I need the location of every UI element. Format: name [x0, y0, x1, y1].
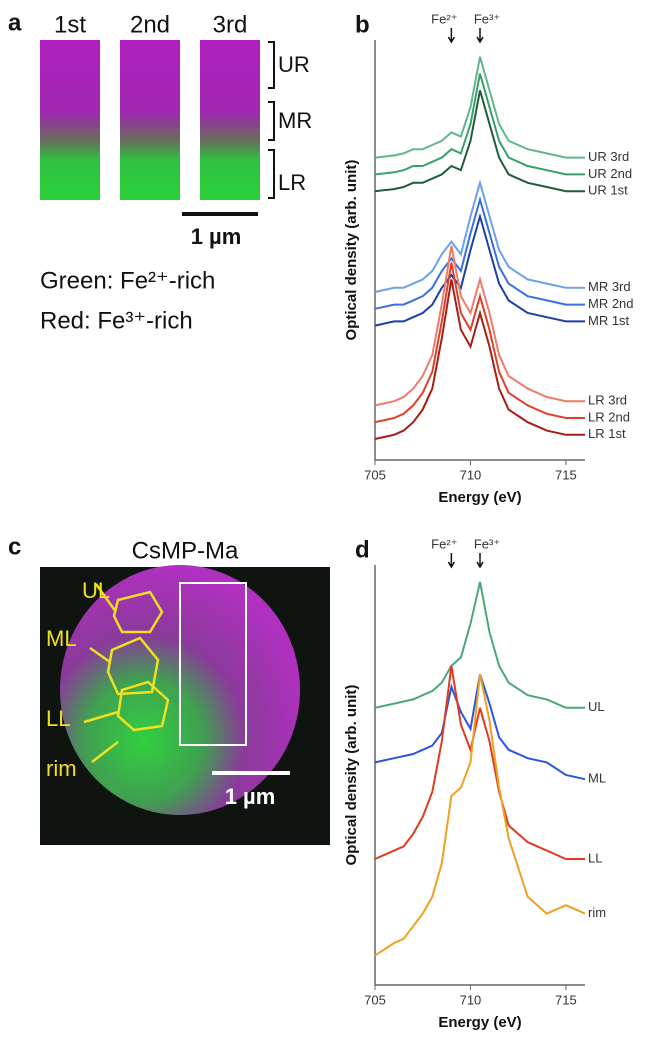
column-label: 2nd [130, 11, 170, 38]
panel-label: b [355, 11, 370, 38]
spectrum-line [374, 665, 585, 860]
x-tick-label: 705 [364, 992, 386, 1007]
y-axis-title: Optical density (arb. unit) [343, 160, 360, 341]
scale-bar-label: 1 µm [225, 784, 276, 809]
scale-bar-label: 1 µm [191, 224, 242, 249]
region-label: LR [278, 170, 306, 195]
column-label: 1st [54, 11, 86, 38]
series-label: UL [588, 699, 605, 714]
spectrum-line [374, 90, 585, 193]
spectrum-line [374, 673, 586, 957]
series-label: MR 3rd [588, 279, 631, 294]
panel-title: CsMP-Ma [132, 537, 239, 564]
panel-label: c [8, 533, 21, 560]
y-axis-title: Optical density (arb. unit) [343, 685, 360, 866]
x-tick-label: 715 [555, 992, 577, 1007]
region-label: rim [46, 756, 77, 781]
x-tick-label: 710 [460, 467, 482, 482]
x-axis-title: Energy (eV) [438, 489, 521, 506]
series-label: rim [588, 905, 606, 920]
series-label: MR 2nd [588, 296, 634, 311]
annotation: Fe³⁺ [474, 11, 500, 26]
annotation: Fe²⁺ [431, 536, 457, 551]
spectrum-line [374, 212, 585, 327]
panel-label: d [355, 536, 370, 563]
series-label: MR 1st [588, 313, 630, 328]
series-label: UR 1st [588, 183, 628, 198]
annotation-arrow [447, 28, 456, 44]
region-bracket [268, 41, 275, 199]
map-image [120, 40, 180, 200]
spectrum-line [374, 56, 585, 159]
roi-box [179, 582, 247, 746]
series-label: LR 2nd [588, 409, 630, 424]
map-image [40, 40, 100, 200]
column-label: 3rd [213, 11, 248, 38]
map-image [200, 40, 260, 200]
region-outlines [83, 583, 170, 763]
region-label: UR [278, 52, 310, 77]
region-label: MR [278, 108, 312, 133]
series-label: ML [588, 771, 606, 786]
x-axis-title: Energy (eV) [438, 1014, 521, 1031]
spectrum-line [374, 179, 585, 293]
panel-label: a [8, 9, 22, 36]
spectrum-line [374, 245, 585, 407]
series-label: LR 3rd [588, 393, 627, 408]
series-label: UR 2nd [588, 166, 632, 181]
series-label: LL [588, 850, 602, 865]
legend-text: Red: Fe³⁺-rich [40, 307, 193, 334]
spectrum-line [374, 262, 585, 424]
annotation-arrow [476, 553, 484, 569]
annotation-arrow [476, 28, 484, 44]
spectrum-line [374, 73, 585, 176]
spectrum-line [374, 673, 586, 781]
series-label: UR 3rd [588, 149, 629, 164]
region-label: ML [46, 626, 77, 651]
region-label: LL [46, 706, 70, 731]
x-tick-label: 715 [555, 467, 577, 482]
legend-text: Green: Fe²⁺-rich [40, 267, 215, 294]
x-tick-label: 705 [364, 467, 386, 482]
region-label: UL [82, 578, 110, 603]
x-tick-label: 710 [460, 992, 482, 1007]
spectrum-line [374, 279, 585, 440]
annotation: Fe³⁺ [474, 536, 500, 551]
spectrum-line [374, 581, 585, 709]
series-label: LR 1st [588, 426, 626, 441]
spectrum-line [374, 195, 585, 310]
annotation-arrow [447, 553, 456, 569]
annotation: Fe²⁺ [431, 11, 457, 26]
